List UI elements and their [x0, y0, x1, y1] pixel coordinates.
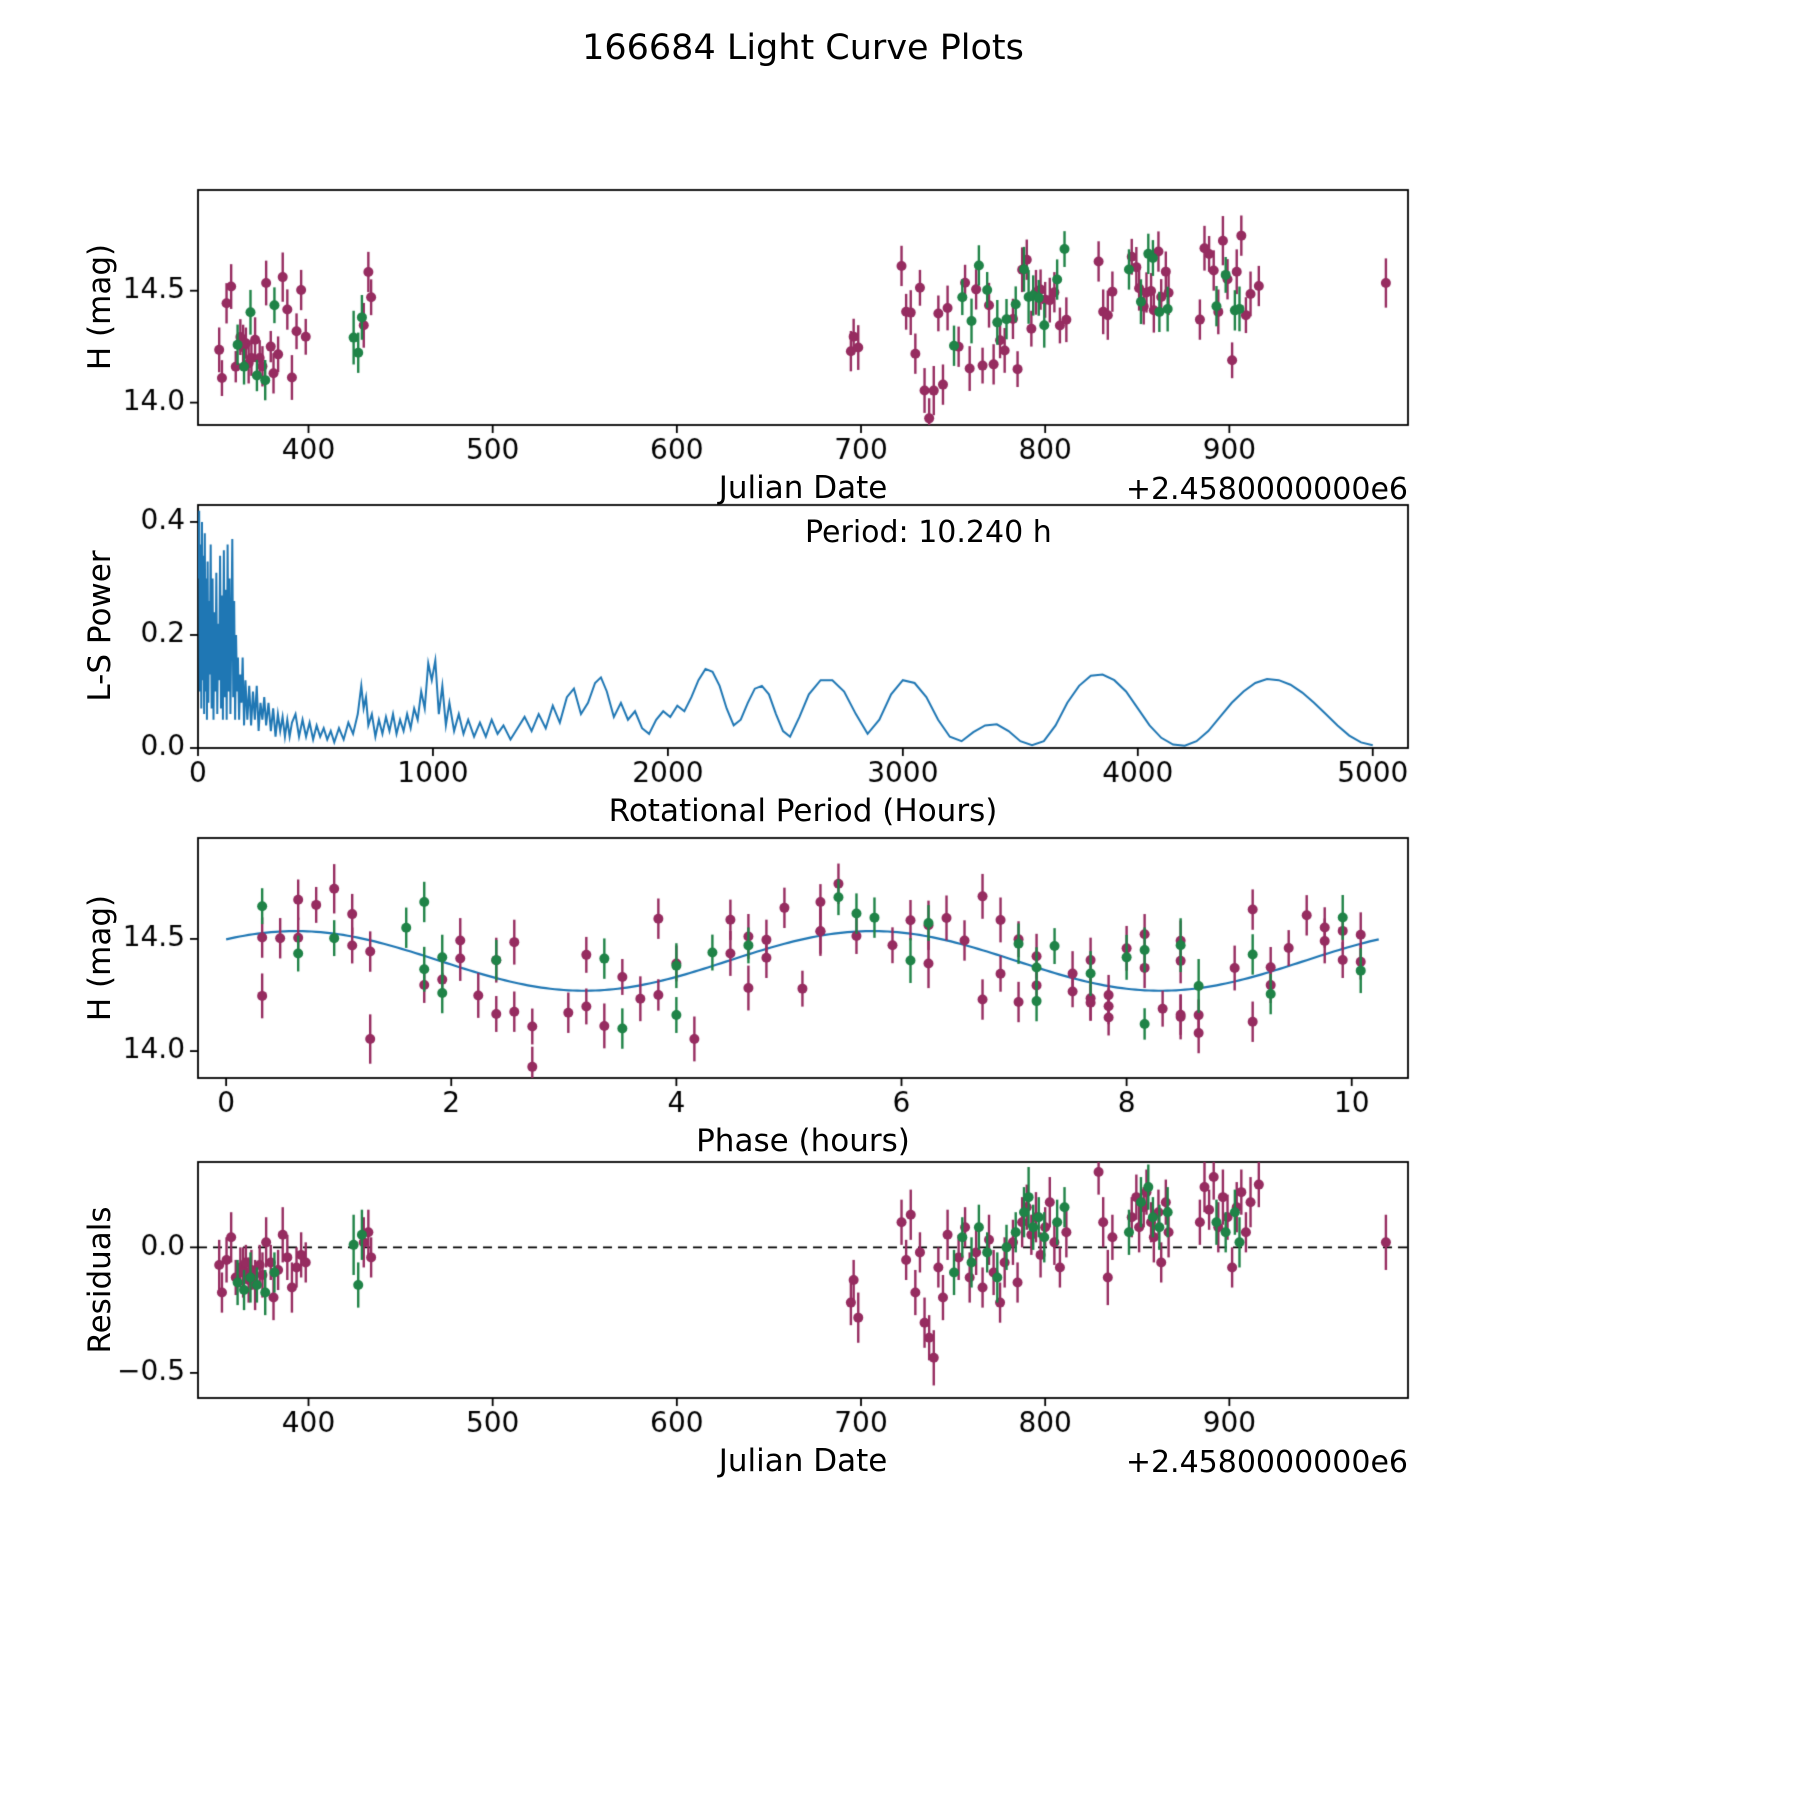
phase-x-axis-label: Phase (hours) — [696, 1123, 910, 1159]
period-annotation: Period: 10.240 h — [805, 515, 1052, 550]
phase-y-axis-label: H (mag) — [82, 894, 118, 1022]
periodogram-x-axis-label: Rotational Period (Hours) — [608, 793, 998, 829]
residuals-y-axis-label: Residuals — [82, 1206, 118, 1354]
lightcurve-x-axis-label: Julian Date — [718, 470, 888, 506]
residuals-axis-offset-text: +2.4580000000e6 — [1125, 1445, 1408, 1480]
lightcurve-axis-offset-text: +2.4580000000e6 — [1125, 472, 1408, 507]
periodogram-y-axis-label: L-S Power — [82, 550, 118, 702]
figure-title: 166684 Light Curve Plots — [582, 28, 1024, 68]
lightcurve-y-axis-label: H (mag) — [82, 243, 118, 371]
residuals-x-axis-label: Julian Date — [718, 1443, 888, 1479]
